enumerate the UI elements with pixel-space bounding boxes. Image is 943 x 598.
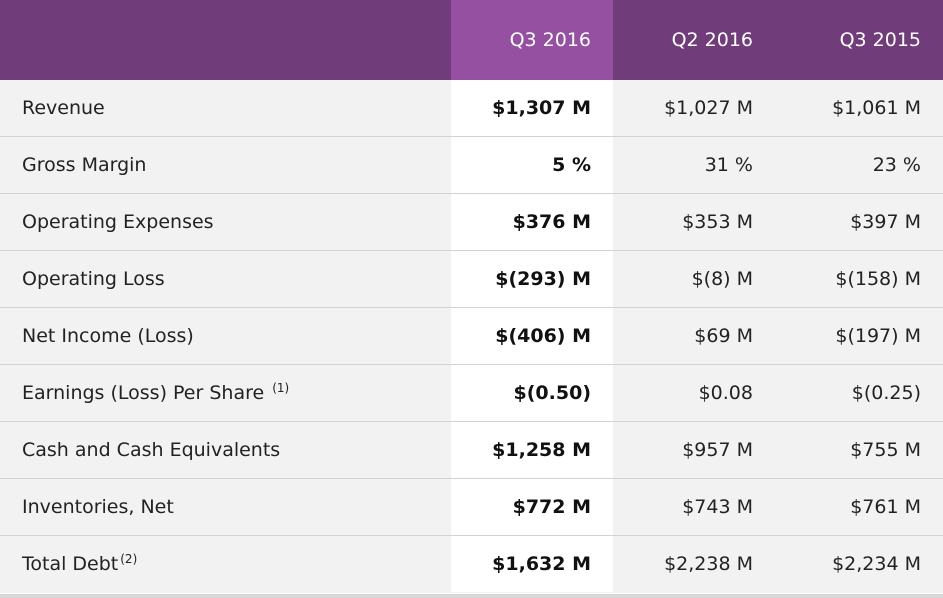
row-label: Earnings (Loss) Per Share (1) [22,380,290,404]
cell-q3-2016: $1,258 M [451,422,613,478]
table-row-revenue: Revenue $1,307 M $1,027 M $1,061 M [0,80,943,137]
table-row-gross-margin: Gross Margin 5 % 31 % 23 % [0,137,943,194]
cell-q3-2016: 5 % [451,137,613,193]
cell-q3-2016: $(0.50) [451,365,613,421]
row-label: Cash and Cash Equivalents [22,439,281,461]
footnote-ref: (1) [272,380,290,395]
table-row-operating-loss: Operating Loss $(293) M $(8) M $(158) M [0,251,943,308]
row-label: Gross Margin [22,154,147,176]
cell-q2-2016: $1,027 M [664,97,753,119]
cell-q3-2016: $1,632 M [451,536,613,592]
cell-q3-2016: $(293) M [451,251,613,307]
cell-q3-2016: $772 M [451,479,613,535]
cell-q3-2015: $(197) M [835,325,921,347]
table-row-total-debt: Total Debt (2) $1,632 M $2,238 M $2,234 M [0,536,943,593]
table-row-eps: Earnings (Loss) Per Share (1) $(0.50) $0… [0,365,943,422]
table-row-net-income: Net Income (Loss) $(406) M $69 M $(197) … [0,308,943,365]
cell-q2-2016: $743 M [682,496,753,518]
row-label: Operating Loss [22,268,165,290]
cell-q2-2016: $353 M [682,211,753,233]
cell-q2-2016: $957 M [682,439,753,461]
table-row-cash: Cash and Cash Equivalents $1,258 M $957 … [0,422,943,479]
cell-q3-2016: $(406) M [451,308,613,364]
row-label: Total Debt (2) [22,551,138,575]
row-label: Revenue [22,97,105,119]
table-header: Q3 2016 Q2 2016 Q3 2015 [0,0,943,80]
cell-q3-2016: $376 M [451,194,613,250]
cell-q3-2015: $755 M [850,439,921,461]
header-q3-2016: Q3 2016 [451,0,613,80]
cell-q3-2015: $(0.25) [851,382,921,404]
cell-q2-2016: 31 % [704,154,753,176]
table-bottom-border [0,594,943,598]
footnote-ref: (2) [120,551,138,566]
cell-q2-2016: $69 M [694,325,753,347]
row-label: Operating Expenses [22,211,214,233]
table-row-operating-expenses: Operating Expenses $376 M $353 M $397 M [0,194,943,251]
row-label: Inventories, Net [22,496,174,518]
header-q3-2015: Q3 2015 [839,29,921,51]
row-label: Net Income (Loss) [22,325,194,347]
cell-q3-2015: $2,234 M [832,553,921,575]
cell-q2-2016: $0.08 [698,382,753,404]
table-row-inventories: Inventories, Net $772 M $743 M $761 M [0,479,943,536]
cell-q3-2015: $397 M [850,211,921,233]
cell-q3-2015: $761 M [850,496,921,518]
cell-q3-2016: $1,307 M [451,80,613,136]
cell-q3-2015: 23 % [872,154,921,176]
cell-q2-2016: $2,238 M [664,553,753,575]
cell-q3-2015: $(158) M [835,268,921,290]
cell-q3-2015: $1,061 M [832,97,921,119]
cell-q2-2016: $(8) M [691,268,753,290]
header-q2-2016: Q2 2016 [671,29,753,51]
